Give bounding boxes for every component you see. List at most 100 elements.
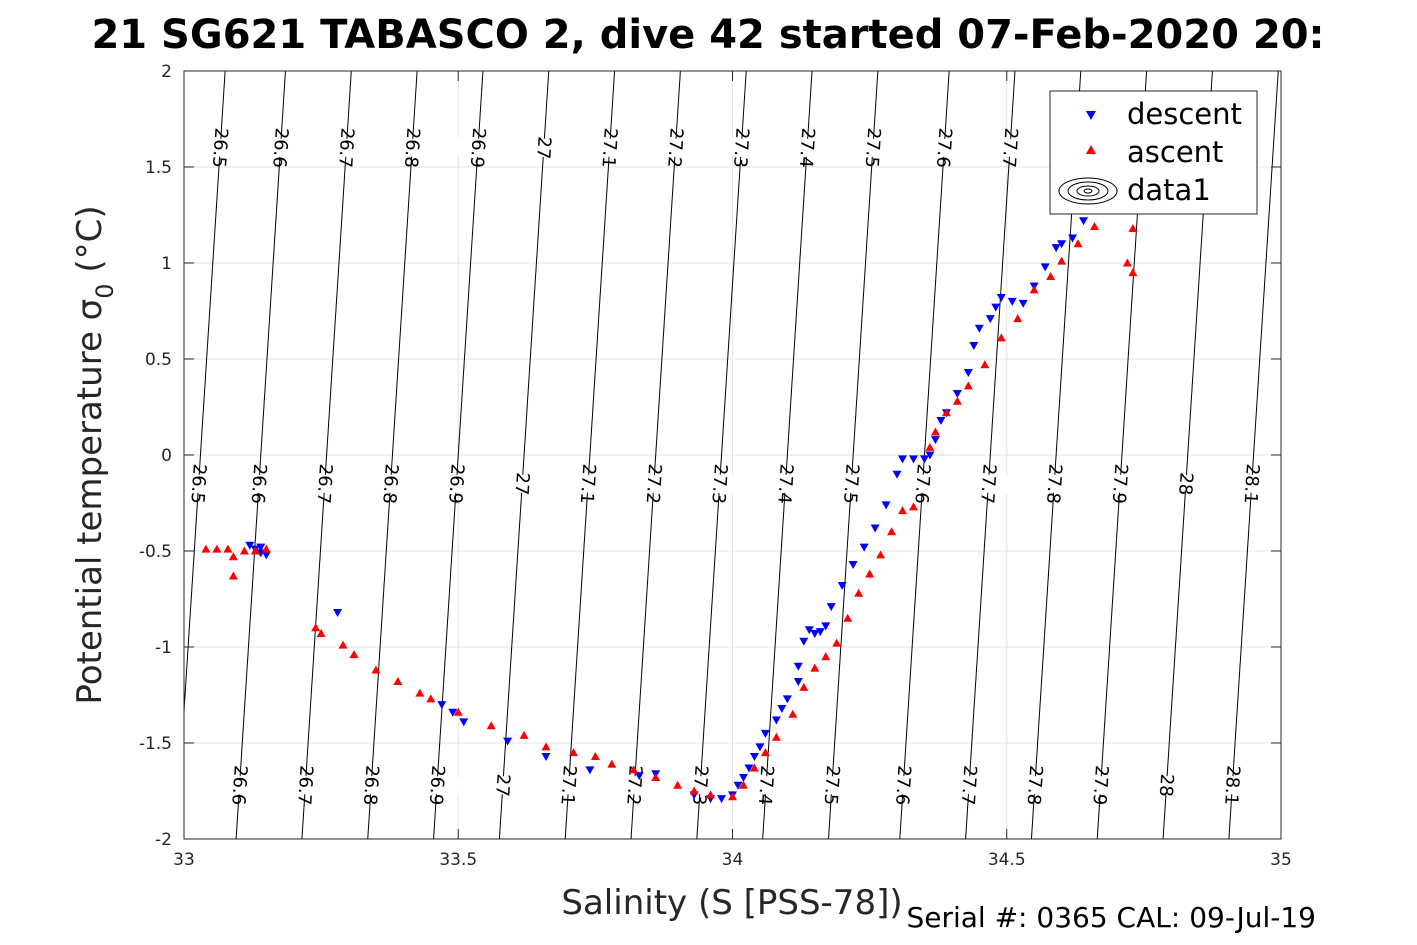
isopycnal-label: 27.6 <box>910 463 934 504</box>
isopycnal-label-gap <box>809 774 855 796</box>
ascent-point <box>799 682 809 691</box>
isopycnal-label-gap <box>611 774 658 796</box>
ascent-point <box>854 588 864 597</box>
isopycnal-label: 27 <box>532 136 554 160</box>
isopycnal-label-gap <box>389 137 435 159</box>
ascent-point <box>738 780 748 789</box>
isopycnal-label: 26.9 <box>444 463 468 504</box>
ascent-point <box>996 333 1006 342</box>
ascent-point <box>1128 223 1138 232</box>
isopycnal-label: 26.9 <box>425 765 449 806</box>
ascent-point <box>250 546 260 555</box>
descent-point <box>1079 217 1089 226</box>
legend: descent ascent data1 <box>1049 90 1258 215</box>
x-axis: 33 33.5 34 34.5 35 <box>173 71 1292 870</box>
descent-point <box>974 324 984 333</box>
isopycnal-label-gap <box>480 774 526 796</box>
isopycnal-line <box>965 71 1016 839</box>
legend-box <box>1049 90 1258 215</box>
legend-label-descent: descent <box>1127 97 1242 131</box>
ascent-point <box>486 721 496 730</box>
isopycnal-label: 27.4 <box>754 765 778 806</box>
isopycnal-label: 27.7 <box>976 463 1000 504</box>
isopycnal-label: 27.5 <box>839 463 863 504</box>
isopycnal-label: 26.5 <box>186 463 210 504</box>
isopycnal-line <box>899 71 950 839</box>
isopycnal-label: 27.5 <box>820 765 844 806</box>
isopycnal-label-gap <box>987 137 1033 159</box>
y-axis-label-main: Potential temperature σ <box>70 299 110 705</box>
descent-point <box>459 718 469 727</box>
isopycnal-label: 26.9 <box>466 127 490 168</box>
y-axis-label: Potential temperature σ0 (°C) <box>70 205 119 704</box>
isopycnal-label-gap <box>587 137 633 159</box>
y-tick-label: 0 <box>161 446 172 466</box>
descent-point <box>541 752 551 761</box>
ascent-point <box>541 742 551 751</box>
isopycnal-label: 27.6 <box>932 127 956 168</box>
ascent-point <box>952 396 962 405</box>
descent-point <box>963 368 973 377</box>
descent-point <box>821 622 831 631</box>
isopycnal-line <box>762 71 813 839</box>
isopycnal-label: 27.3 <box>729 127 753 168</box>
isopycnal-label: 28 <box>1174 472 1196 496</box>
descent-point <box>749 752 759 761</box>
isopycnal-label-gap <box>762 473 809 495</box>
isopycnal-label-gap <box>718 137 764 159</box>
descent-point <box>755 743 765 752</box>
isopycnal-label-gap <box>743 774 789 796</box>
descent-point <box>793 662 803 671</box>
legend-contour-icon <box>1058 177 1118 205</box>
descent-point <box>881 501 891 510</box>
isopycnal-label: 27.4 <box>773 463 797 504</box>
descent-point <box>1051 244 1061 253</box>
x-axis-label: Salinity (S [PSS-78]) <box>561 883 902 923</box>
isopycnal-label-gap <box>282 774 328 796</box>
descent-point <box>760 729 770 738</box>
isopycnal-label: 27.6 <box>891 765 915 806</box>
ascent-point <box>706 790 716 799</box>
isopycnal-label: 28 <box>1155 773 1177 797</box>
x-tick-label: 34.5 <box>988 850 1026 870</box>
isopycnal-label-gap <box>348 774 394 796</box>
descent-point <box>448 708 458 717</box>
ascent-point <box>223 544 233 553</box>
descent-point <box>991 303 1001 312</box>
ascent-point <box>728 792 737 801</box>
descent-point <box>1068 234 1078 243</box>
isopycnal-label: 27.8 <box>1042 463 1066 504</box>
ascent-point <box>843 613 853 622</box>
descent-point <box>925 451 935 460</box>
ascent-point <box>810 663 820 672</box>
isopycnal-label: 27.7 <box>957 765 981 806</box>
ascent-point <box>865 569 875 578</box>
isopycnal-label-gap <box>652 137 698 159</box>
isopycnal-line <box>1228 71 1279 839</box>
descent-point <box>985 315 995 324</box>
descent-point <box>733 781 743 790</box>
descent-point <box>744 764 754 773</box>
y-axis-label-subscript: 0 <box>91 283 119 298</box>
x-tick-label: 33.5 <box>439 850 477 870</box>
ascent-point <box>771 732 781 741</box>
isopycnal-label-gap <box>1078 774 1124 796</box>
isopycnal-label-gap <box>368 473 414 495</box>
x-tick-label: 33 <box>173 850 195 870</box>
ascent-point <box>338 640 348 649</box>
isopycnal-label-gap <box>1163 473 1209 495</box>
isopycnal-label-gap <box>323 137 369 159</box>
ascent-point <box>426 694 436 703</box>
ascent-point <box>261 544 271 553</box>
ascent-point <box>629 765 639 774</box>
y-tick-label: -0.5 <box>139 542 172 562</box>
ascent-point <box>1057 256 1067 265</box>
y-tick-label: -1.5 <box>139 734 172 754</box>
ascent-point <box>898 506 908 515</box>
isopycnal-line <box>433 71 484 839</box>
descent-point <box>837 582 847 591</box>
isopycnal-label-gap <box>784 137 830 159</box>
isopycnal-line <box>827 71 879 839</box>
isopycnal-label-gap <box>900 473 946 495</box>
descent-point <box>898 455 908 464</box>
